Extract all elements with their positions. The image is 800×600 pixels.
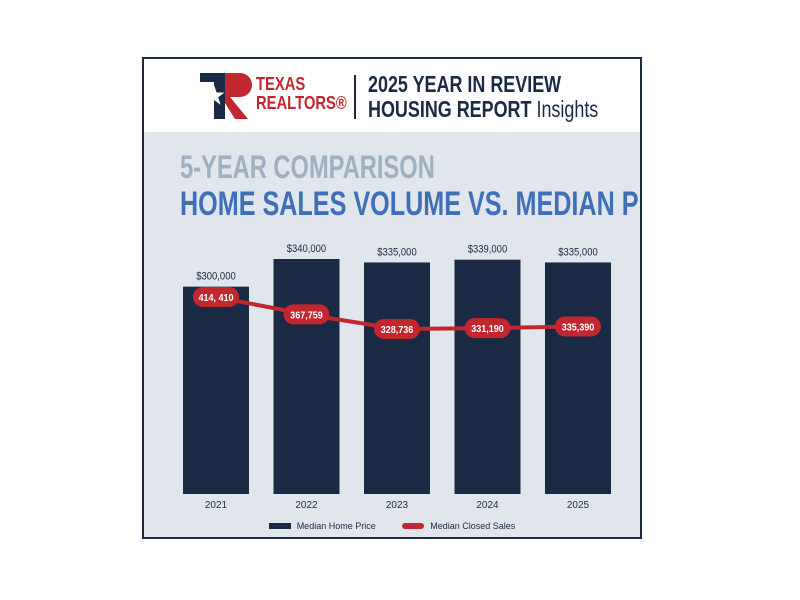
price-label-2021: $300,000 [196,271,236,283]
brand-line-2: REALTORS® [256,93,347,113]
legend-item-sales: Median Closed Sales [402,521,515,531]
report-title-line-2: HOUSING REPORT Insights [368,97,598,122]
price-label-2024: $339,000 [468,244,508,256]
report-title-line-1: 2025 YEAR IN REVIEW [368,71,562,97]
report-title-suffix: Insights [536,96,599,122]
sales-marker-2021 [193,287,239,307]
sales-marker-2024 [464,318,511,339]
price-label-2023: $335,000 [377,247,417,259]
price-bar-2023 [364,262,430,494]
price-label-2025: $335,000 [558,247,598,259]
price-bar-2021 [183,286,249,494]
chart-headline: 5-YEAR COMPARISON HOME SALES VOLUME VS. … [180,149,640,223]
price-vs-sales-chart: $300,000 2021 $340,000 2022 $335,000 2023 $339… [183,243,611,511]
header-divider [354,75,356,119]
legend-swatch-price [268,523,291,529]
x-tick-2021: 2021 [205,500,228,511]
report-header: TEXAS REALTORS® 2025 YEAR IN REVIEW HOUS… [144,59,640,132]
x-tick-2023: 2023 [386,500,409,511]
sales-label-2023: 328,736 [381,324,414,336]
price-bar-2024 [454,259,521,494]
sales-marker-2022 [283,304,330,325]
texas-realtors-logo-icon [200,73,252,119]
report-title: 2025 YEAR IN REVIEW HOUSING REPORT Insig… [368,72,598,122]
brand-line-1: TEXAS [256,74,306,94]
price-label-2022: $340,000 [287,243,327,255]
legend-swatch-sales [402,523,425,529]
legend-label-sales: Median Closed Sales [430,521,516,531]
price-bar-2022 [273,259,340,494]
headline-line-2: HOME SALES VOLUME VS. MEDIAN PRICE [180,185,640,223]
sales-marker-2023 [374,319,420,339]
sales-label-2024: 331,190 [471,324,504,336]
sales-label-2025: 335,390 [562,322,595,334]
report-card: TEXAS REALTORS® 2025 YEAR IN REVIEW HOUS… [142,57,642,539]
sales-marker-2025 [555,316,601,337]
headline-line-1: 5-YEAR COMPARISON [180,149,435,185]
x-tick-2024: 2024 [476,500,499,511]
legend-item-price: Median Home Price [268,521,376,531]
brand-wordmark: TEXAS REALTORS® [256,75,347,113]
sales-label-2021: 414, 410 [198,292,234,304]
report-title-main: HOUSING REPORT [368,96,532,122]
price-bar-2025 [545,262,611,494]
chart-legend: Median Home Price Median Closed Sales [144,521,640,531]
x-tick-2022: 2022 [295,500,318,511]
x-tick-2025: 2025 [567,500,590,511]
sales-label-2022: 367,759 [290,310,323,322]
legend-label-price: Median Home Price [296,521,376,531]
